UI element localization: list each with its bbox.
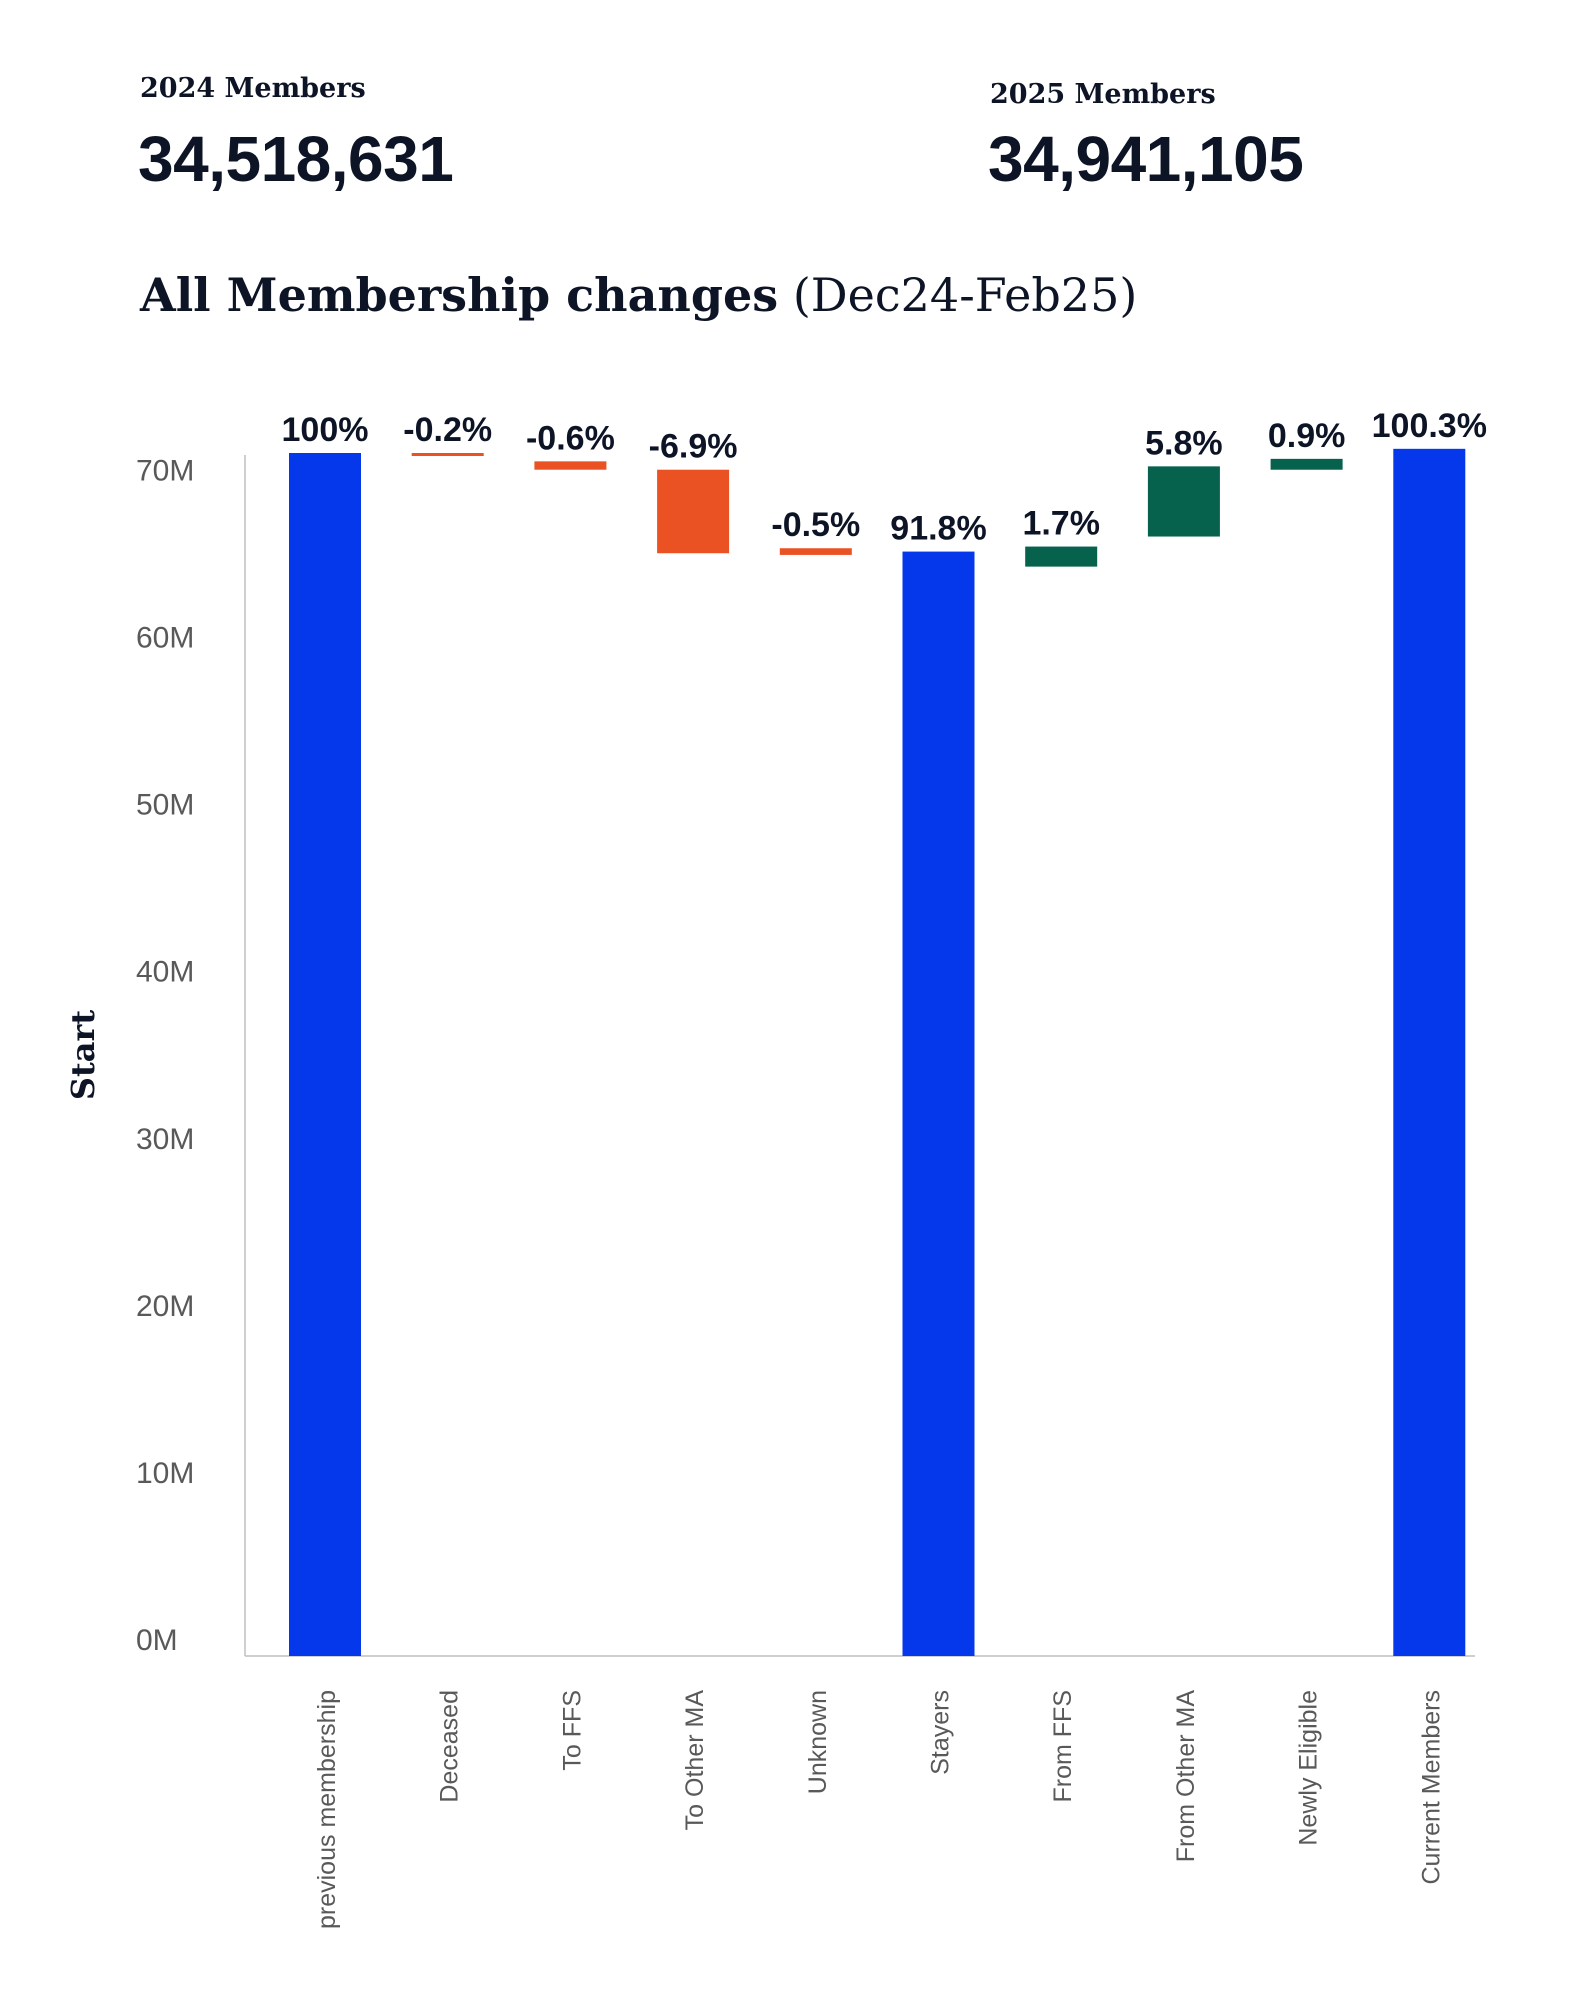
bar-data-label: 1.7% [1022, 505, 1100, 543]
curr-members-label: 2025 Members [990, 79, 1216, 110]
prev-members-label: 2024 Members [140, 73, 366, 104]
y-axis-title: Start [64, 1010, 102, 1100]
bar-total [289, 453, 361, 1656]
bar-increase [1025, 546, 1098, 567]
y-tick-label: 20M [136, 1290, 194, 1323]
bar-data-label: 5.8% [1145, 424, 1223, 462]
x-tick-label: Current Members [1417, 1690, 1445, 1885]
bar-decrease [657, 469, 730, 554]
x-tick-label: Newly Eligible [1295, 1690, 1323, 1846]
bar-data-label: 100.3% [1372, 407, 1487, 445]
y-tick-label: 50M [136, 789, 194, 822]
prev-members-value: 34,518,631 [138, 123, 454, 195]
y-tick-label: 40M [136, 956, 194, 989]
x-tick-label: Stayers [927, 1690, 955, 1775]
x-tick-label: To FFS [558, 1690, 586, 1771]
y-tick-label: 10M [136, 1457, 194, 1490]
x-tick-label: From FFS [1049, 1690, 1077, 1803]
bar-increase [1147, 466, 1220, 537]
x-tick-label: Deceased [436, 1690, 464, 1803]
bar-data-label: 91.8% [890, 510, 986, 548]
bar-data-label: 100% [282, 411, 369, 449]
curr-members-value: 34,941,105 [988, 123, 1304, 195]
bar-data-label: -0.2% [403, 411, 492, 449]
bar-data-label: -0.5% [771, 506, 860, 544]
y-tick-label: 0M [136, 1624, 178, 1657]
bar-decrease [534, 461, 607, 470]
y-tick-label: 30M [136, 1123, 194, 1156]
chart-title-main: All Membership changes [140, 268, 779, 322]
y-tick-label: 70M [136, 454, 194, 487]
bar-decrease [411, 453, 484, 456]
chart-title-range: (Dec24-Feb25) [792, 268, 1138, 322]
bar-total [1393, 448, 1466, 1657]
x-tick-label: From Other MA [1172, 1690, 1200, 1863]
y-tick-label: 60M [136, 622, 194, 655]
bar-data-label: -0.6% [526, 419, 615, 457]
chart-title: All Membership changes (Dec24-Feb25) [140, 268, 1137, 322]
bar-decrease [779, 548, 852, 555]
bar-data-label: 0.9% [1268, 417, 1346, 455]
x-tick-label: previous membership [313, 1690, 341, 1929]
bar-total [902, 551, 975, 1657]
bar-increase [1270, 458, 1343, 470]
x-tick-label: Unknown [804, 1690, 832, 1794]
bar-data-label: -6.9% [649, 428, 738, 466]
x-tick-label: To Other MA [681, 1690, 709, 1831]
